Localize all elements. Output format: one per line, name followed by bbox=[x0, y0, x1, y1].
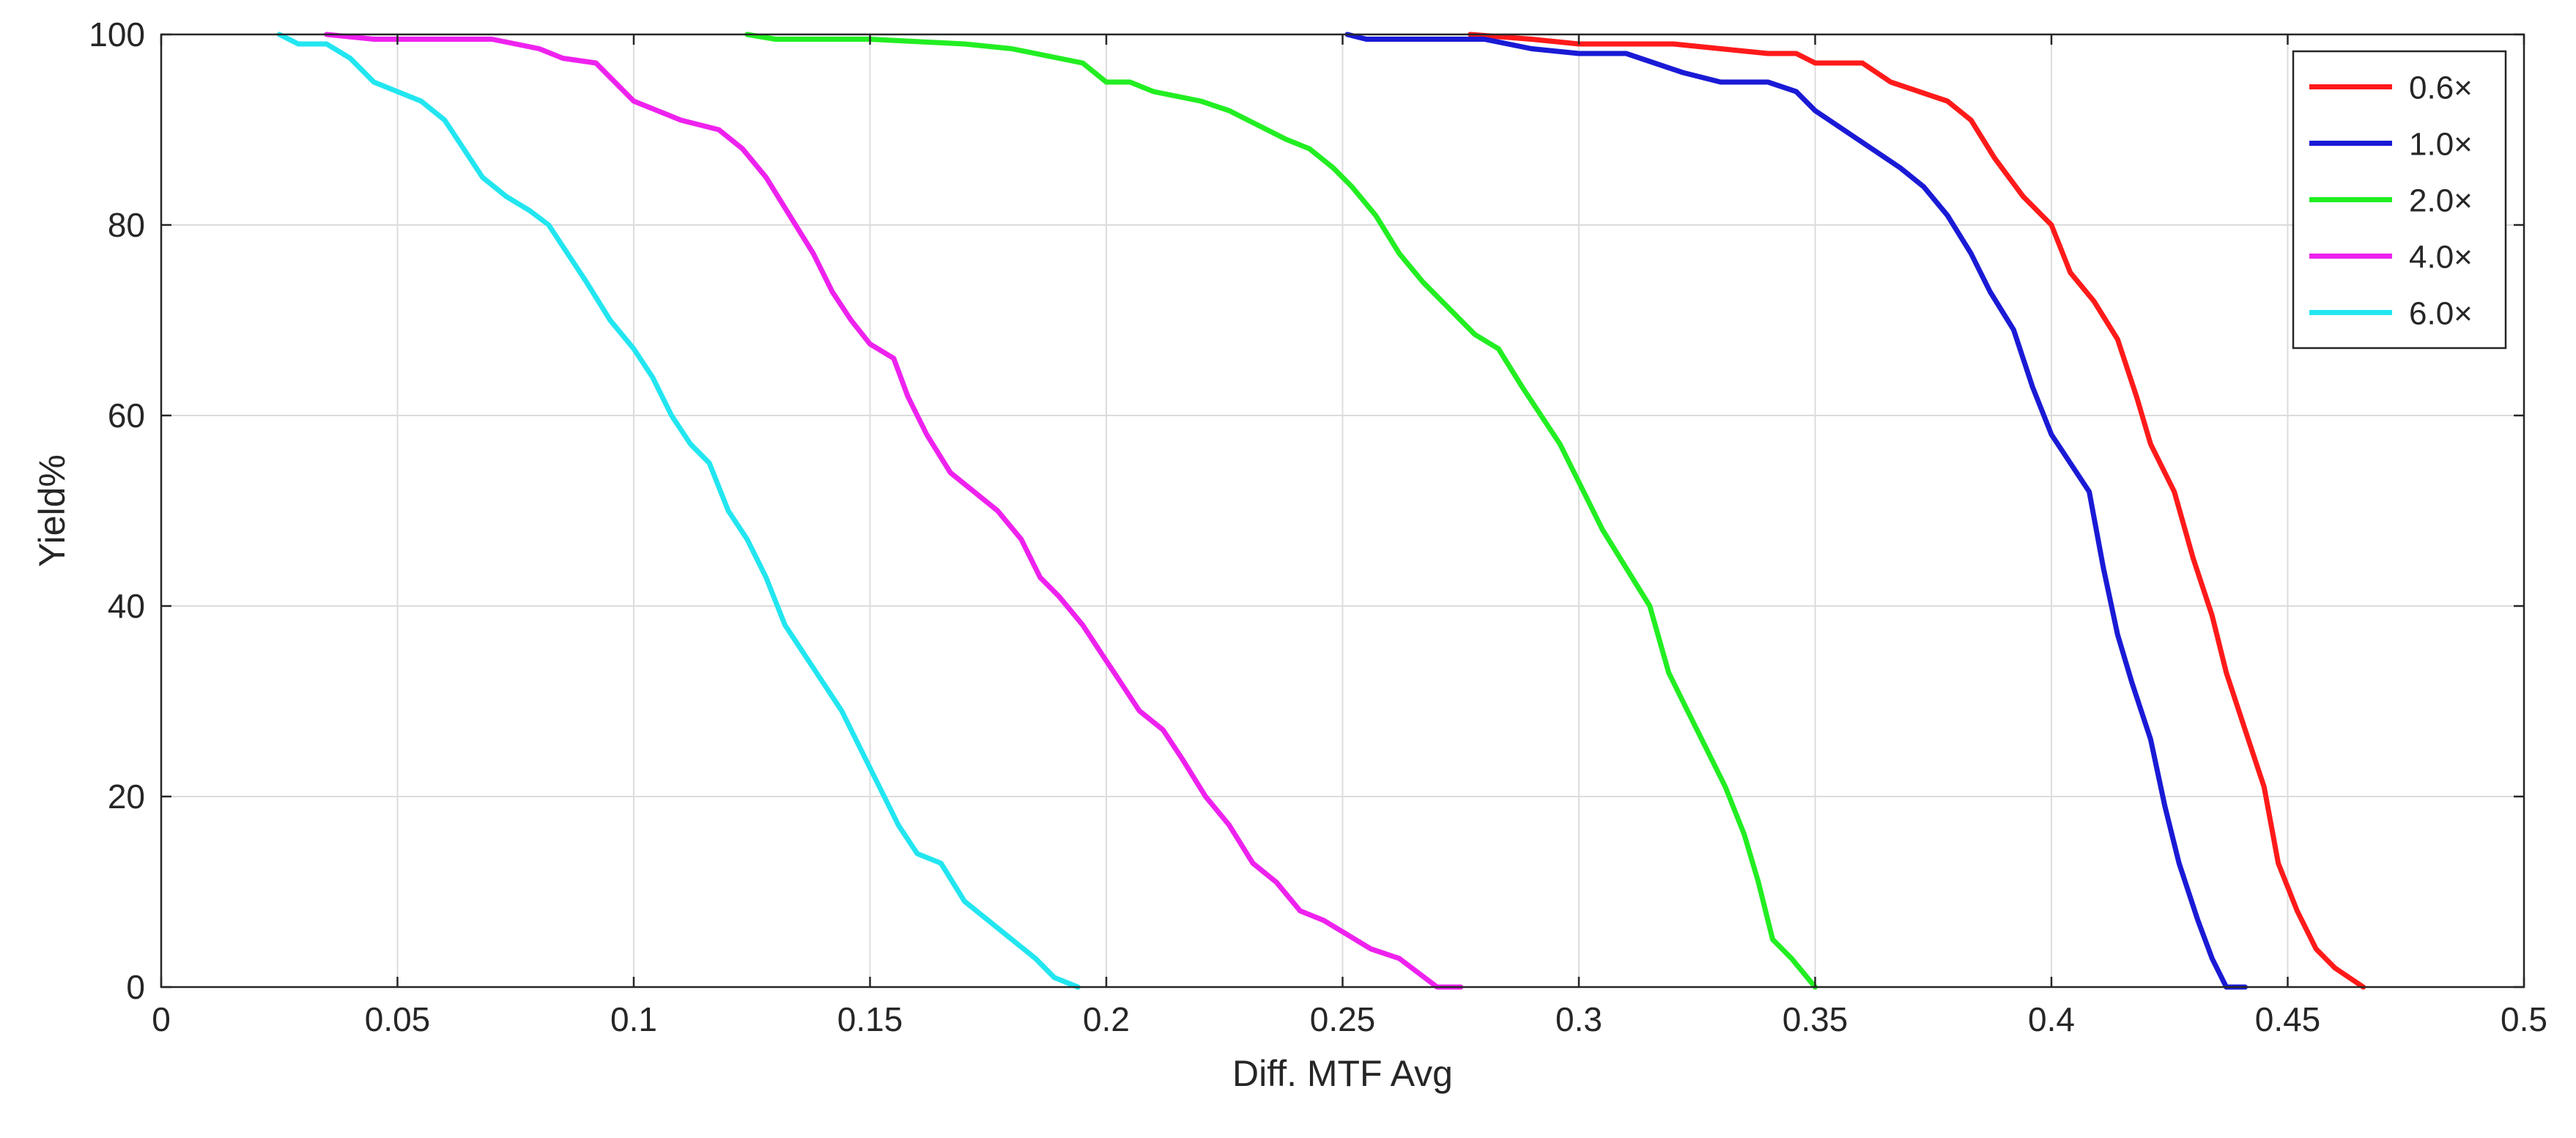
x-tick-label: 0.4 bbox=[2028, 1000, 2075, 1038]
series-line-0 bbox=[1467, 32, 2366, 990]
legend-entry-4: 6.0× bbox=[2409, 296, 2473, 332]
series-lines bbox=[276, 32, 2366, 990]
x-tick-label: 0.5 bbox=[2501, 1000, 2547, 1038]
legend: 0.6× 1.0× 2.0× 4.0× 6.0× bbox=[2292, 50, 2507, 350]
series-line-2 bbox=[744, 32, 1818, 990]
x-tick-label: 0.25 bbox=[1310, 1000, 1376, 1038]
legend-entry-2: 2.0× bbox=[2409, 183, 2473, 219]
y-axis-label: Yield% bbox=[32, 454, 73, 567]
axis-ticks: 0 0.05 0.1 0.15 0.2 0.25 0.3 0.35 0.4 0.45 0.5 0 20 4… bbox=[89, 15, 2547, 1038]
legend-entry-1: 1.0× bbox=[2409, 127, 2473, 163]
x-tick-label: 0.2 bbox=[1083, 1000, 1130, 1038]
series-line-1 bbox=[1344, 32, 2248, 990]
series-line-3 bbox=[324, 32, 1464, 990]
x-tick-label: 0.45 bbox=[2255, 1000, 2321, 1038]
y-tick-label: 20 bbox=[108, 777, 145, 816]
x-tick-label: 0.35 bbox=[1783, 1000, 1848, 1038]
x-tick-label: 0.05 bbox=[365, 1000, 431, 1038]
grid bbox=[161, 34, 2524, 987]
y-tick-label: 100 bbox=[89, 15, 145, 53]
y-tick-label: 40 bbox=[108, 587, 145, 625]
y-tick-label: 0 bbox=[126, 968, 145, 1006]
x-axis-label: Diff. MTF Avg bbox=[1232, 1053, 1453, 1094]
x-tick-label: 0.15 bbox=[837, 1000, 903, 1038]
x-tick-label: 0.3 bbox=[1555, 1000, 1602, 1038]
y-tick-label: 80 bbox=[108, 206, 145, 244]
legend-entry-3: 4.0× bbox=[2409, 240, 2473, 276]
x-tick-label: 0 bbox=[152, 1000, 171, 1038]
series-line-4 bbox=[276, 32, 1081, 990]
x-tick-label: 0.1 bbox=[610, 1000, 657, 1038]
legend-entry-0: 0.6× bbox=[2409, 70, 2473, 106]
y-tick-label: 60 bbox=[108, 396, 145, 435]
